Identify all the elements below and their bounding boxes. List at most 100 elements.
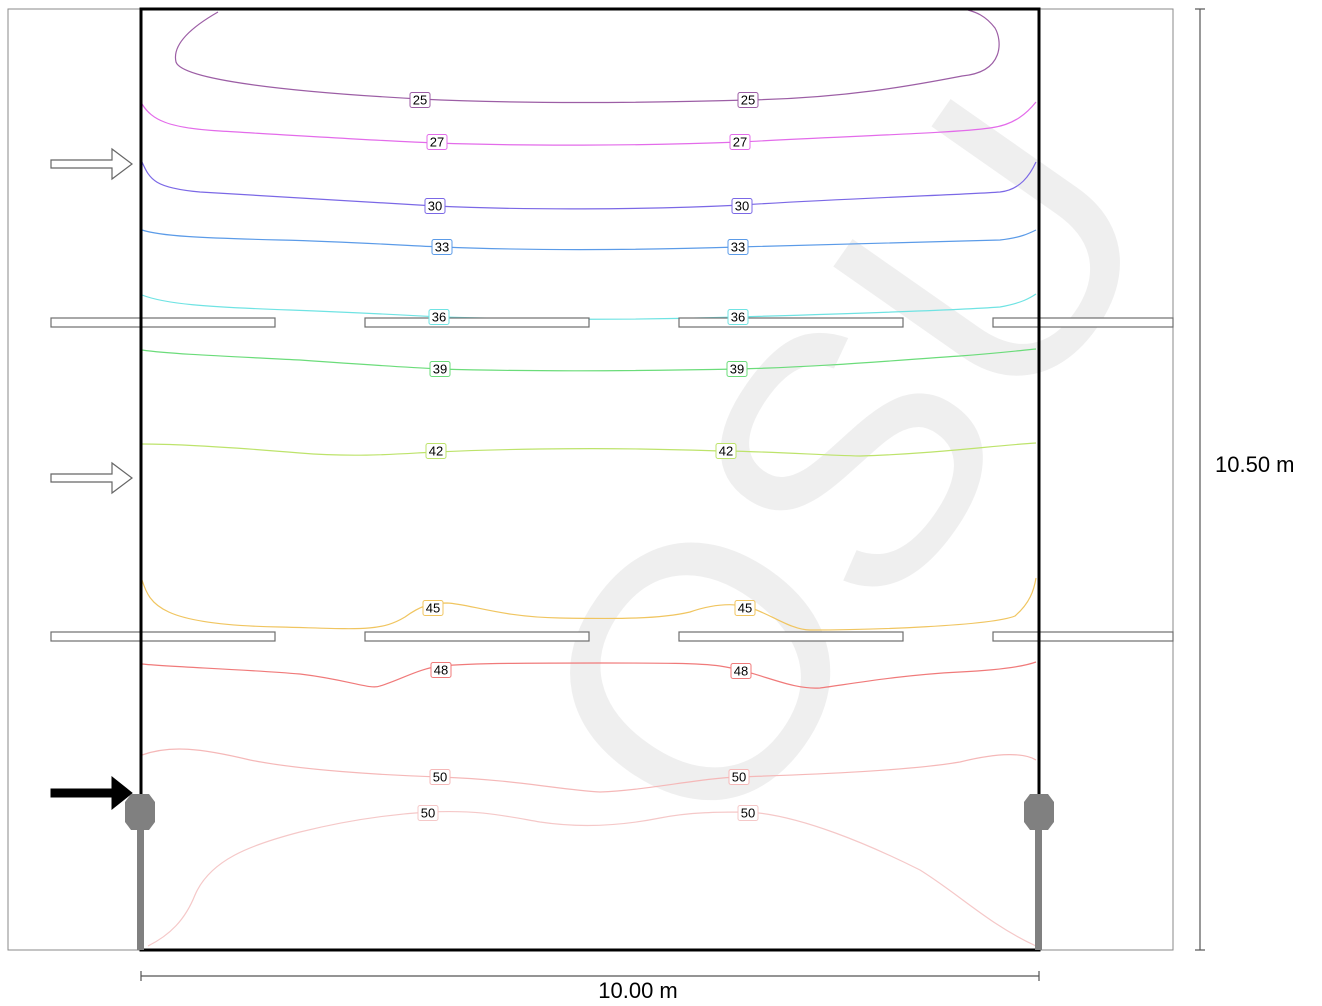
- luminaire-head-icon: [1024, 794, 1054, 830]
- contour-lines: [141, 9, 1037, 947]
- contour-label: 25: [409, 92, 431, 108]
- contour-label-box: [426, 134, 448, 150]
- contour-label-text: 30: [735, 199, 749, 214]
- luminaire-left: [125, 794, 155, 950]
- contour-label-text: 48: [734, 664, 748, 679]
- luminaire-pole: [137, 830, 144, 950]
- contour-label-text: 33: [731, 240, 745, 255]
- contour-label-text: 33: [435, 240, 449, 255]
- contour-line-50b: [147, 810, 1037, 947]
- arrow-right-outline-icon: [50, 147, 133, 181]
- room-outline: [139, 7, 1041, 952]
- contour-line-42: [141, 442, 1037, 457]
- luminaire-right: [1024, 794, 1054, 950]
- contour-label-text: 50: [732, 770, 746, 785]
- contour-label: 48: [430, 662, 452, 678]
- contour-label-box: [731, 198, 753, 214]
- beam: [678, 631, 904, 642]
- beam: [678, 317, 904, 328]
- arrow-right-outline-icon: [50, 461, 133, 495]
- contour-label: 27: [426, 134, 448, 150]
- contour-label: 45: [734, 600, 756, 616]
- beam: [50, 317, 276, 328]
- contour-label-text: 39: [730, 362, 744, 377]
- contour-label-text: 45: [738, 601, 752, 616]
- contour-label: 39: [429, 361, 451, 377]
- contour-label-box: [417, 805, 439, 821]
- contour-label: 50: [429, 769, 451, 785]
- contour-label-box: [730, 663, 752, 679]
- contour-label-box: [431, 239, 453, 255]
- contour-label-box: [729, 134, 751, 150]
- contour-label-text: 36: [432, 310, 446, 325]
- contour-label-text: 25: [413, 93, 427, 108]
- beam: [364, 631, 590, 642]
- width-label: 10.00 m: [598, 978, 678, 1003]
- contour-label: 30: [731, 198, 753, 214]
- contour-label-box: [728, 769, 750, 785]
- contour-label-box: [727, 309, 749, 325]
- contour-label-box: [726, 361, 748, 377]
- contour-label-box: [737, 805, 759, 821]
- contour-label-text: 50: [741, 806, 755, 821]
- contour-label-text: 25: [741, 93, 755, 108]
- beam: [992, 631, 1174, 642]
- contour-label-text: 42: [719, 444, 733, 459]
- filled-arrow-bottom: [50, 775, 133, 811]
- contour-label: 27: [729, 134, 751, 150]
- contour-label: 36: [428, 309, 450, 325]
- contour-label-text: 42: [429, 444, 443, 459]
- height-dimension: [1195, 8, 1205, 951]
- contour-label-box: [429, 769, 451, 785]
- contour-line-48: [141, 661, 1037, 689]
- contour-line-33: [141, 229, 1037, 251]
- watermark-text: OSU: [456, 32, 1233, 902]
- contour-label: 39: [726, 361, 748, 377]
- luminaire-pole: [1035, 830, 1042, 950]
- beam: [50, 631, 276, 642]
- contour-label-text: 30: [428, 199, 442, 214]
- contour-label-text: 36: [731, 310, 745, 325]
- contour-labels: 25 25 27 27 30 30 33 33 36 36 39 39 42 42 45 45 48 48 50 50…: [409, 92, 759, 821]
- contour-label-text: 27: [733, 135, 747, 150]
- beam: [992, 317, 1174, 328]
- contour-label: 33: [431, 239, 453, 255]
- contour-label-box: [409, 92, 431, 108]
- contour-label: 50: [417, 805, 439, 821]
- contour-label: 36: [727, 309, 749, 325]
- contour-label-text: 45: [426, 601, 440, 616]
- contour-line-45: [141, 577, 1037, 631]
- contour-line-50a: [141, 748, 1037, 793]
- contour-label: 50: [737, 805, 759, 821]
- contour-line-30: [141, 161, 1037, 210]
- contour-label-text: 50: [433, 770, 447, 785]
- contour-label-box: [422, 600, 444, 616]
- contour-label-box: [737, 92, 759, 108]
- contour-line-27: [141, 101, 1037, 146]
- contour-label-text: 48: [434, 663, 448, 678]
- contour-label: 30: [424, 198, 446, 214]
- contour-label: 25: [737, 92, 759, 108]
- contour-label-text: 50: [421, 806, 435, 821]
- contour-label: 42: [715, 443, 737, 459]
- contour-label: 45: [422, 600, 444, 616]
- contour-line-25: [174, 9, 1000, 104]
- contour-label: 48: [730, 663, 752, 679]
- beam: [364, 317, 590, 328]
- contour-label-box: [424, 198, 446, 214]
- open-arrow-middle: [50, 461, 133, 495]
- contour-label: 50: [728, 769, 750, 785]
- arrow-right-solid-icon: [50, 775, 133, 811]
- width-dimension: [140, 971, 1040, 981]
- contour-label-box: [430, 662, 452, 678]
- height-label: 10.50 m: [1215, 452, 1295, 477]
- beam-row-upper: [50, 317, 1174, 328]
- contour-label-box: [715, 443, 737, 459]
- contour-line-39: [141, 348, 1037, 372]
- contour-label: 42: [425, 443, 447, 459]
- beam-row-lower: [50, 631, 1174, 642]
- contour-label-text: 39: [433, 362, 447, 377]
- contour-label-text: 27: [430, 135, 444, 150]
- contour-label-box: [428, 309, 450, 325]
